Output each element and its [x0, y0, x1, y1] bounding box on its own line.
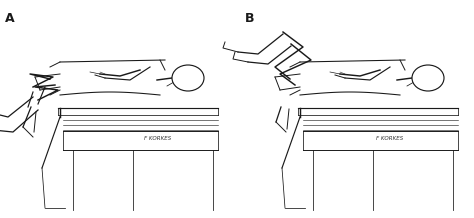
Ellipse shape	[412, 65, 444, 91]
Ellipse shape	[172, 65, 204, 91]
Text: B: B	[245, 12, 255, 25]
Text: F KORKES: F KORKES	[376, 136, 404, 140]
Text: A: A	[5, 12, 15, 25]
Text: F KORKES: F KORKES	[145, 136, 172, 140]
